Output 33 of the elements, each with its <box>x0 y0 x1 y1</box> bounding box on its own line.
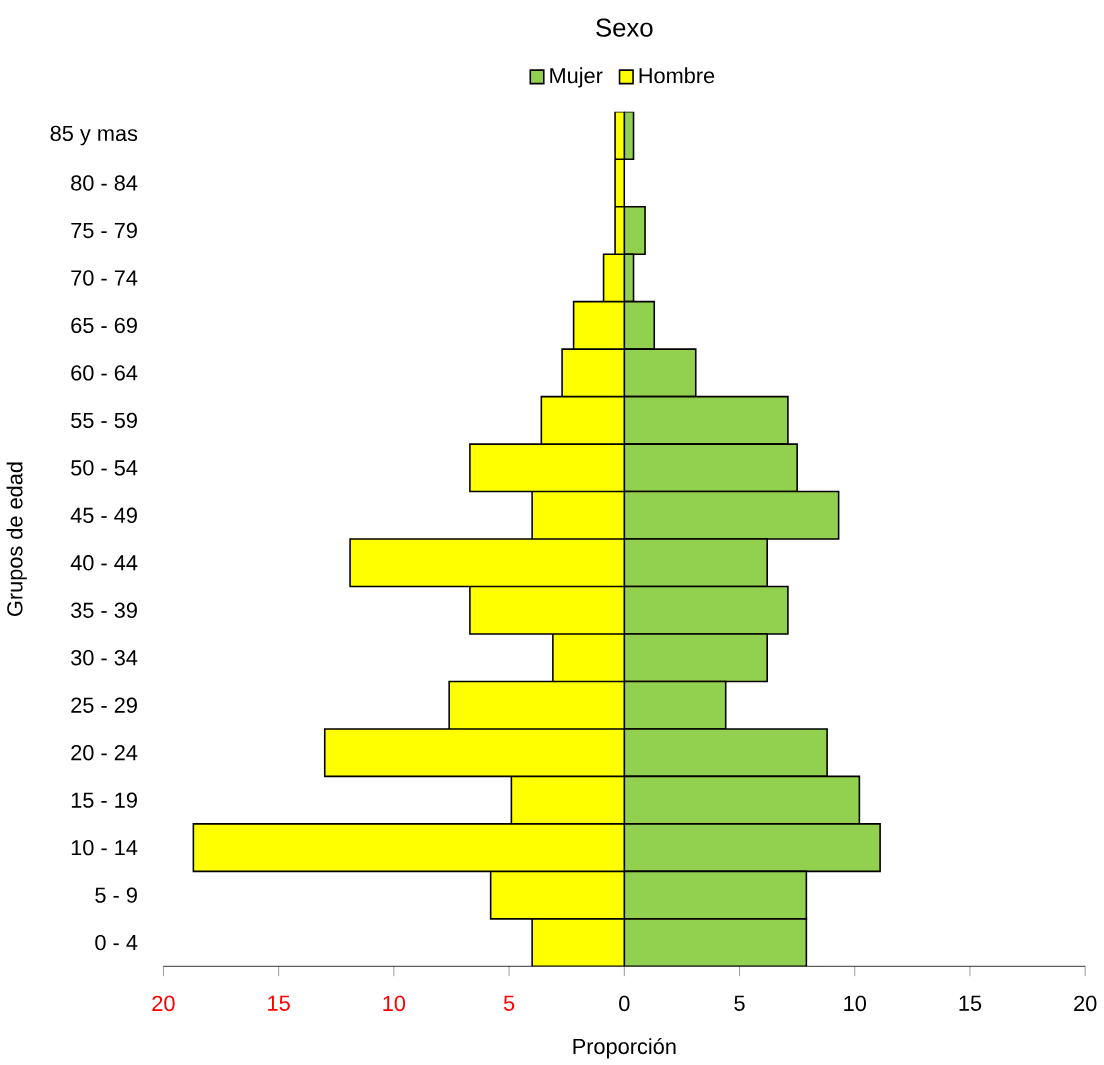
y-tick-label: 5 - 9 <box>95 887 137 903</box>
x-tick-label: 15 <box>268 995 290 1011</box>
y-tick-label: 60 - 64 <box>71 365 138 381</box>
x-tick-label: 15 <box>959 995 982 1011</box>
y-tick-label: 85 y mas <box>50 125 138 146</box>
x-tick-label: 10 <box>844 995 866 1012</box>
x-tick-label: 20 <box>1074 995 1097 1012</box>
y-tick-label: 40 - 44 <box>70 555 138 571</box>
y-tick-label: 15 - 19 <box>71 792 137 808</box>
y-tick-label: 45 - 49 <box>70 507 137 523</box>
y-tick-label: 10 - 14 <box>71 839 138 856</box>
legend-title: Sexo <box>596 18 653 37</box>
y-tick-label: 25 - 29 <box>71 697 137 713</box>
y-tick-label: 55 - 59 <box>71 412 137 428</box>
legend-label: Mujer <box>550 67 603 88</box>
x-tick-label: 0 <box>619 995 630 1012</box>
y-tick-label: 0 - 4 <box>95 934 138 951</box>
y-tick-label: 70 - 74 <box>71 270 138 286</box>
y-tick-label: 35 - 39 <box>71 602 137 618</box>
x-axis-title: Proporción <box>573 1037 676 1059</box>
x-tick-label: 5 <box>734 995 745 1011</box>
y-tick-label: 75 - 79 <box>71 222 137 239</box>
legend-label: Hombre <box>639 67 715 84</box>
bar <box>531 917 626 967</box>
y-tick-label: 50 - 54 <box>71 460 138 476</box>
y-tick-label: 65 - 69 <box>71 317 137 334</box>
x-tick-label: 20 <box>152 995 175 1012</box>
y-tick-label: 80 - 84 <box>71 175 138 191</box>
y-tick-label: 20 - 24 <box>71 744 138 761</box>
y-tick-label: 30 - 34 <box>71 649 138 666</box>
x-tick-label: 10 <box>383 995 406 1012</box>
x-tick-label: 5 <box>503 995 515 1011</box>
y-axis-title: Grupos de edad <box>6 462 27 616</box>
